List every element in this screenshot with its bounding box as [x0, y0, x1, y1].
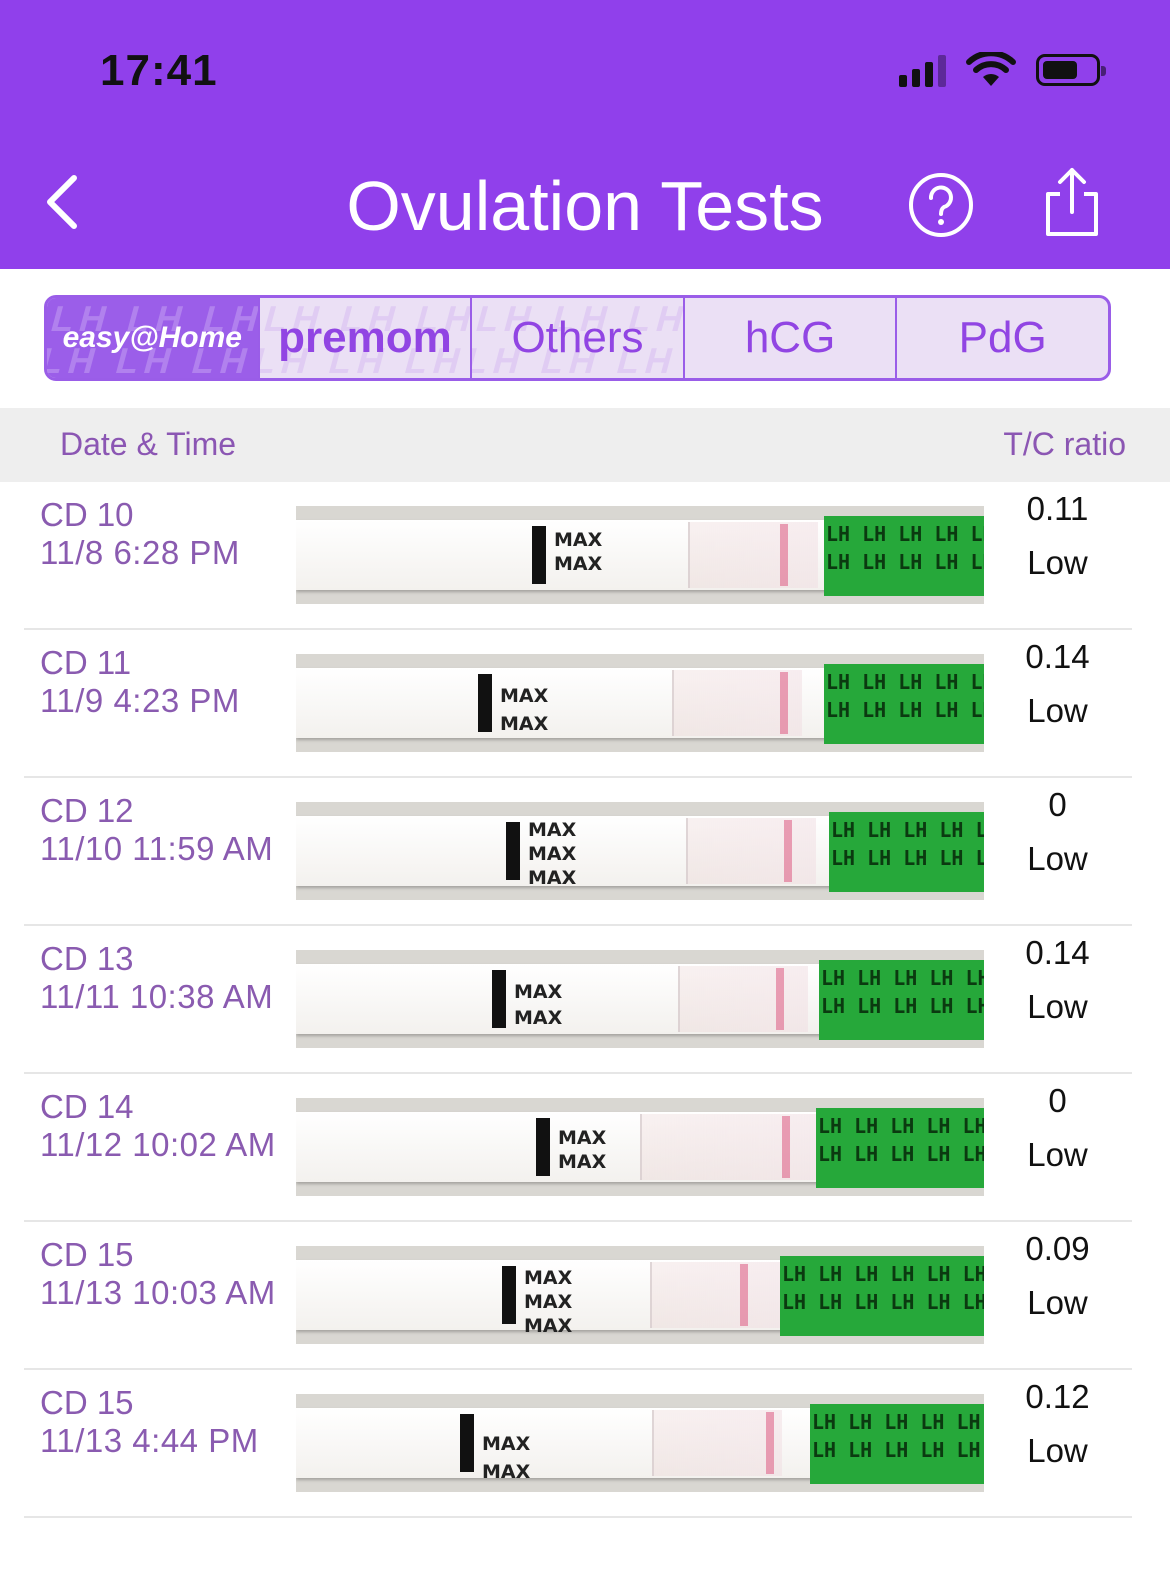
question-circle-icon: [909, 173, 973, 237]
status-icons: [899, 52, 1106, 88]
tab-hcg-label: hCG: [744, 313, 836, 362]
tc-ratio-value: 0.09: [1025, 1230, 1090, 1267]
test-datetime: 11/8 6:28 PM: [40, 534, 240, 571]
test-row[interactable]: CD 13 11/11 10:38 AM MAX MAX LH LH LH LH…: [0, 926, 1170, 1074]
column-date-time: Date & Time: [60, 426, 237, 462]
cycle-day: CD 15: [40, 1384, 134, 1421]
tc-ratio-value: 0: [1048, 1082, 1067, 1119]
back-button[interactable]: [40, 172, 90, 232]
tab-pdg-label: PdG: [958, 313, 1047, 362]
tc-ratio-value: 0.14: [1025, 638, 1090, 675]
tc-ratio-value: 0.12: [1025, 1378, 1090, 1415]
test-row[interactable]: CD 12 11/10 11:59 AM MAX MAX MAX LH LH L…: [0, 778, 1170, 926]
test-row[interactable]: CD 15 11/13 10:03 AM MAX MAX MAX LH LH L…: [0, 1222, 1170, 1370]
tab-pdg[interactable]: PdG: [897, 298, 1108, 378]
cycle-day: CD 12: [40, 792, 134, 829]
row-divider: [24, 1368, 1132, 1370]
tab-hcg[interactable]: hCG: [685, 298, 898, 378]
row-divider: [24, 1516, 1132, 1518]
battery-icon: [1036, 54, 1106, 86]
lh-level: Low: [1027, 1136, 1088, 1173]
test-datetime: 11/11 10:38 AM: [40, 978, 274, 1015]
share-button[interactable]: [1036, 166, 1108, 238]
cycle-day: CD 15: [40, 1236, 134, 1273]
test-datetime: 11/9 4:23 PM: [40, 682, 240, 719]
test-datetime: 11/10 11:59 AM: [40, 830, 274, 867]
status-time: 17:41: [100, 46, 218, 95]
lh-level: Low: [1027, 840, 1088, 877]
row-divider: [24, 776, 1132, 778]
tc-ratio-value: 0.11: [1026, 490, 1089, 527]
lh-level: Low: [1027, 1284, 1088, 1321]
tab-others-label: Others: [511, 313, 644, 362]
cellular-signal-icon: [899, 53, 946, 87]
cycle-day: CD 10: [40, 496, 134, 533]
tc-ratio-value: 0: [1048, 786, 1067, 823]
tab-easy-home-label: easy@Home: [62, 321, 242, 354]
tab-premom-label: premom: [278, 313, 452, 362]
test-row[interactable]: CD 11 11/9 4:23 PM MAX MAX LH LH LH LH L…: [0, 630, 1170, 778]
column-header: Date & Time T/C ratio: [0, 408, 1170, 482]
page-title: Ovulation Tests: [346, 167, 824, 245]
row-divider: [24, 924, 1132, 926]
cycle-day: CD 13: [40, 940, 134, 977]
test-datetime: 11/13 10:03 AM: [40, 1274, 276, 1311]
tc-ratio-value: 0.14: [1025, 934, 1090, 971]
share-icon: [1046, 168, 1098, 236]
test-datetime: 11/13 4:44 PM: [40, 1422, 259, 1459]
cycle-day: CD 11: [40, 644, 132, 681]
help-button[interactable]: [908, 172, 974, 238]
lh-level: Low: [1027, 1432, 1088, 1469]
row-divider: [24, 628, 1132, 630]
app-header: 17:41 Ovulation Tests: [0, 0, 1170, 269]
cycle-day: CD 14: [40, 1088, 134, 1125]
chevron-left-icon: [47, 175, 77, 229]
lh-level: Low: [1027, 988, 1088, 1025]
lh-level: Low: [1027, 544, 1088, 581]
test-row[interactable]: CD 10 11/8 6:28 PM MAX MAX LH LH LH LH L…: [0, 482, 1170, 630]
row-divider: [24, 1072, 1132, 1074]
test-datetime: 11/12 10:02 AM: [40, 1126, 276, 1163]
test-row[interactable]: CD 14 11/12 10:02 AM MAX MAX LH LH LH LH…: [0, 1074, 1170, 1222]
test-row[interactable]: CD 15 11/13 4:44 PM MAX MAX LH LH LH LH …: [0, 1370, 1170, 1518]
column-tc-ratio: T/C ratio: [1003, 426, 1126, 462]
wifi-icon: [966, 52, 1016, 86]
lh-level: Low: [1027, 692, 1088, 729]
row-divider: [24, 1220, 1132, 1222]
